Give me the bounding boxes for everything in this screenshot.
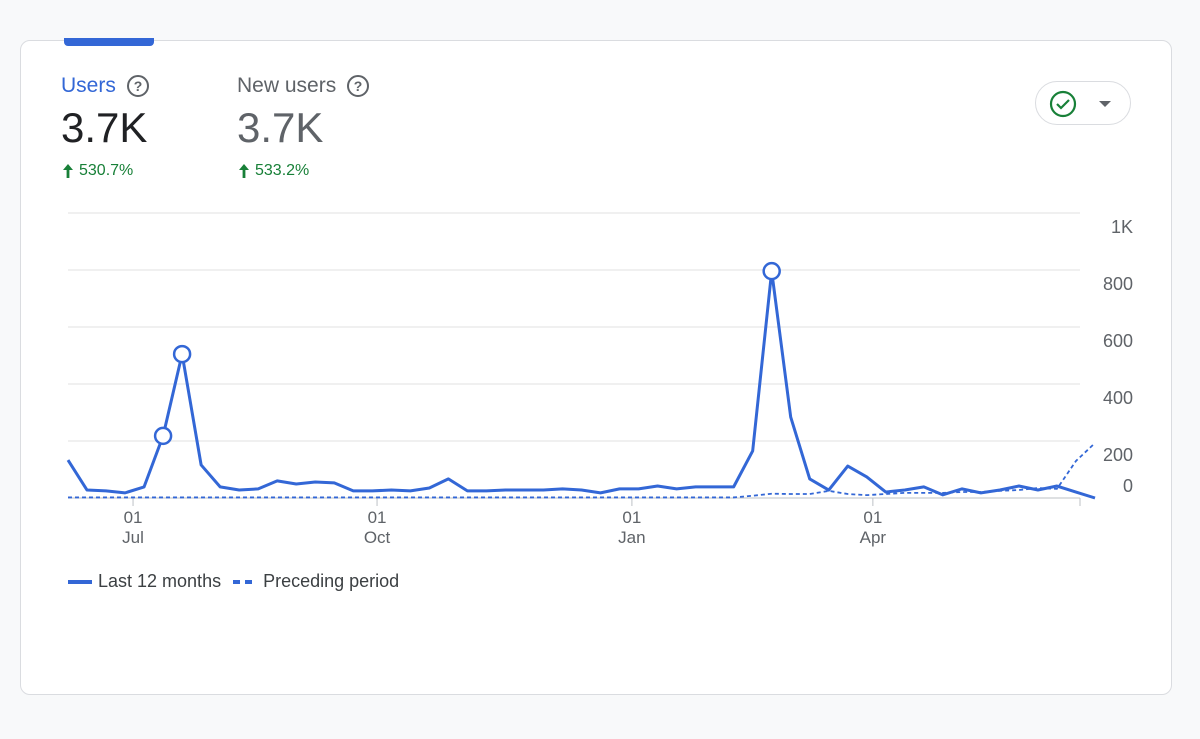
legend-label: Last 12 months — [98, 571, 222, 591]
x-tick-label: 01 Apr — [859, 508, 887, 547]
metric-change: 530.7% — [61, 162, 150, 180]
metric-label: New users? — [237, 74, 370, 98]
active-tab-indicator — [64, 38, 154, 46]
change-value: 533.2% — [255, 162, 310, 179]
up-arrow-icon — [239, 164, 249, 178]
legend-item: Preceding period — [233, 571, 399, 592]
legend-icon — [233, 579, 258, 584]
x-tick-label: 01 Jul — [122, 508, 144, 547]
metric-name: New users — [237, 74, 337, 97]
up-arrow-icon — [63, 164, 73, 178]
legend-icon — [68, 579, 92, 584]
help-icon: ? — [126, 75, 149, 97]
compare-dropdown[interactable] — [1035, 81, 1131, 125]
svg-text:?: ? — [354, 78, 363, 94]
metric-value: 3.7K — [61, 104, 148, 151]
svg-text:?: ? — [134, 78, 143, 94]
metric-label: Users? — [61, 74, 150, 98]
x-tick-label: 01 Jan — [618, 508, 646, 547]
metric[interactable]: New users? 3.7K 533.2% — [237, 74, 370, 180]
dropdown-icons — [1049, 90, 1111, 118]
metric[interactable]: Users? 3.7K 530.7% — [61, 74, 150, 180]
x-tick-label: 01 Oct — [363, 508, 391, 547]
card — [20, 40, 1172, 695]
legend-label: Preceding period — [263, 571, 400, 591]
legend-item: Last 12 months — [68, 571, 221, 592]
help-icon: ? — [347, 75, 370, 97]
metric-name: Users — [61, 74, 116, 97]
metric-change: 533.2% — [237, 162, 370, 180]
legend: Last 12 months Preceding period — [68, 571, 399, 592]
metric-value: 3.7K — [237, 104, 324, 151]
change-value: 530.7% — [79, 162, 134, 179]
